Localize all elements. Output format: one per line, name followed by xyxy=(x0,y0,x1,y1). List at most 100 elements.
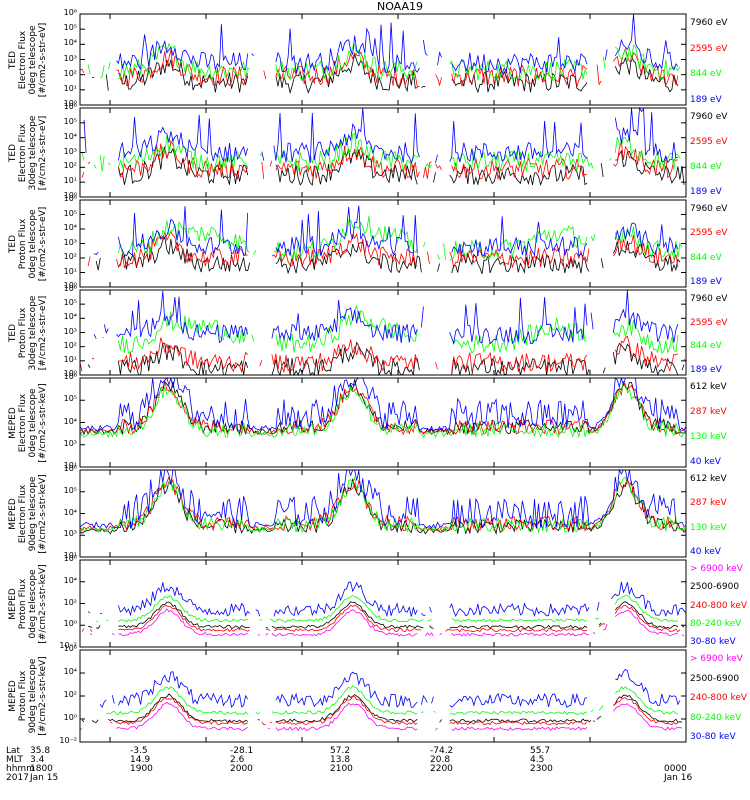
orbit-value: 14.9 xyxy=(130,755,151,765)
legend-entry: 7960 eV xyxy=(690,294,728,304)
legend-entry: 612 keV xyxy=(690,382,727,392)
legend-entry: 2595 eV xyxy=(690,317,728,328)
y-tick-label: 10⁴ xyxy=(63,38,77,48)
y-tick-label: 10⁵ xyxy=(63,23,77,33)
legend-entry: 7960 eV xyxy=(690,112,728,122)
y-tick-label: 10⁴ xyxy=(63,575,77,585)
legend-entry: 844 eV xyxy=(690,252,722,263)
orbit-value: 20.8 xyxy=(430,755,451,765)
orbit-value: 2200 xyxy=(430,764,453,774)
y-axis-label: TED Proton Flux 30deg telescope [#/cm2-s-st… xyxy=(8,295,48,370)
series-line-2-3 xyxy=(81,133,681,172)
legend-entry: 40 keV xyxy=(690,547,721,557)
orbit-value: 13.8 xyxy=(330,755,351,765)
y-tick-label: 10¹ xyxy=(63,176,77,186)
legend-entry: 189 eV xyxy=(690,187,722,197)
y-tick-label: 10⁵ xyxy=(63,485,77,495)
y-tick-label: 10⁶ xyxy=(63,284,77,293)
y-tick-label: 10¹ xyxy=(63,461,77,470)
series-line-4-1 xyxy=(87,341,685,377)
y-tick-label: 10² xyxy=(63,340,77,350)
legend-entry: 189 eV xyxy=(690,95,722,105)
legend-entry: 189 eV xyxy=(690,365,722,375)
y-tick-label: 10⁶ xyxy=(63,8,77,17)
legend-entry: 240-800 keV xyxy=(690,600,748,611)
panel-4 xyxy=(79,290,686,377)
y-tick-label: 10² xyxy=(63,161,77,171)
y-tick-label: 10⁵ xyxy=(63,394,77,404)
orbit-value: -74.2 xyxy=(430,746,454,756)
orbit-value: -28.1 xyxy=(230,746,254,756)
orbit-value: 57.2 xyxy=(330,746,351,756)
orbit-value: -3.5 xyxy=(130,746,148,756)
orbit-value: 2.6 xyxy=(230,755,245,765)
legend-entry: 240-800 keV xyxy=(690,693,748,703)
legend-entry: 2595 eV xyxy=(690,228,728,239)
y-tick-label: 10³ xyxy=(63,237,77,247)
y-tick-label: 10⁶ xyxy=(63,194,77,203)
orbit-value: 55.7 xyxy=(530,746,551,756)
y-tick-label: 10² xyxy=(63,252,77,261)
series-line-2-2 xyxy=(81,140,678,181)
y-tick-label: 10¹ xyxy=(63,266,77,276)
orbit-value: Jan 16 xyxy=(664,773,693,783)
orbit-value: 1800 xyxy=(30,764,53,774)
legend-entry: > 6900 keV xyxy=(690,564,743,574)
series-line-5-4 xyxy=(79,377,687,432)
series-line-1-3 xyxy=(87,42,681,82)
y-tick-label: 10⁴ xyxy=(63,416,77,426)
panel-2 xyxy=(79,108,687,198)
y-axis-label: TED Proton Flux 0deg telescope [#/cm2-s-str… xyxy=(8,206,48,281)
legend-entry: 30-80 keV xyxy=(690,637,736,647)
y-tick-label: 10⁵ xyxy=(63,116,77,126)
y-tick-label: 10⁴ xyxy=(63,131,77,141)
legend-entry: 844 eV xyxy=(690,341,722,352)
orbit-row-label: 2017 xyxy=(6,773,29,783)
series-line-2-4 xyxy=(84,108,684,163)
orbit-value: 2100 xyxy=(330,764,353,774)
y-tick-label: 10⁶ xyxy=(63,464,77,473)
y-tick-label: 10⁶ xyxy=(63,644,77,653)
legend-entry: 40 keV xyxy=(690,457,721,467)
y-tick-label: 10⁴ xyxy=(63,507,77,517)
orbit-value: 2000 xyxy=(230,764,253,774)
y-tick-label: 10¹ xyxy=(63,83,77,93)
y-tick-label: 10³ xyxy=(63,438,77,448)
y-tick-label: 10⁰ xyxy=(63,619,77,629)
legend-entry: 7960 eV xyxy=(690,18,728,28)
y-axis-label: MEPED Electron Flux 0deg telescope [#/cm2-s… xyxy=(8,382,48,463)
series-line-2-1 xyxy=(118,145,685,187)
legend-entry: 2500-6900 xyxy=(690,582,740,593)
series-line-6-4 xyxy=(79,468,687,529)
y-tick-label: 10¹ xyxy=(63,551,77,560)
legend-entry: 130 keV xyxy=(690,522,727,533)
legend-entry: 80-240 keV xyxy=(690,712,742,723)
y-tick-label: 10⁶ xyxy=(63,372,77,381)
orbit-value: Jan 15 xyxy=(30,773,59,783)
y-tick-label: 10⁻² xyxy=(59,736,77,745)
y-tick-label: 10⁰ xyxy=(63,191,77,200)
legend-entry: 7960 eV xyxy=(690,204,728,214)
legend-entry: 30-80 keV xyxy=(690,732,736,742)
y-axis-label: MEPED Proton Flux 0deg telescope [#/cm2-s-s… xyxy=(8,563,48,644)
orbit-value: 0000 xyxy=(664,764,687,774)
legend-entry: 287 keV xyxy=(690,407,727,417)
panel-frame xyxy=(79,199,687,288)
orbit-value: 2300 xyxy=(530,764,553,774)
series-line-4-4 xyxy=(94,290,686,344)
panel-7 xyxy=(79,559,687,648)
legend-entry: 2500-6900 xyxy=(690,673,740,684)
series-line-5-2 xyxy=(79,380,687,436)
y-tick-label: 10⁴ xyxy=(63,667,77,676)
legend-entry: 2595 eV xyxy=(690,137,728,147)
y-tick-label: 10⁵ xyxy=(63,208,77,218)
plot-title: NOAA19 xyxy=(376,0,424,13)
y-axis-label: TED Electron Flux 30deg telescope [#/cm2-s-… xyxy=(8,115,48,190)
orbit-row-label: Lat xyxy=(6,746,21,756)
orbit-value: 3.4 xyxy=(30,755,45,765)
orbit-value: 35.8 xyxy=(30,746,51,756)
panel-8 xyxy=(80,649,686,743)
series-line-7-5 xyxy=(87,581,687,618)
legend-entry: 130 keV xyxy=(690,432,727,442)
legend-entry: 844 eV xyxy=(690,69,722,80)
